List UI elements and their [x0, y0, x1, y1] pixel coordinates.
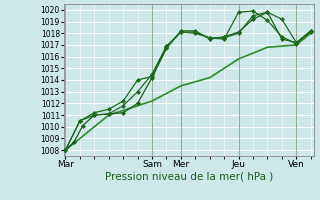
X-axis label: Pression niveau de la mer( hPa ): Pression niveau de la mer( hPa ) — [105, 172, 273, 182]
